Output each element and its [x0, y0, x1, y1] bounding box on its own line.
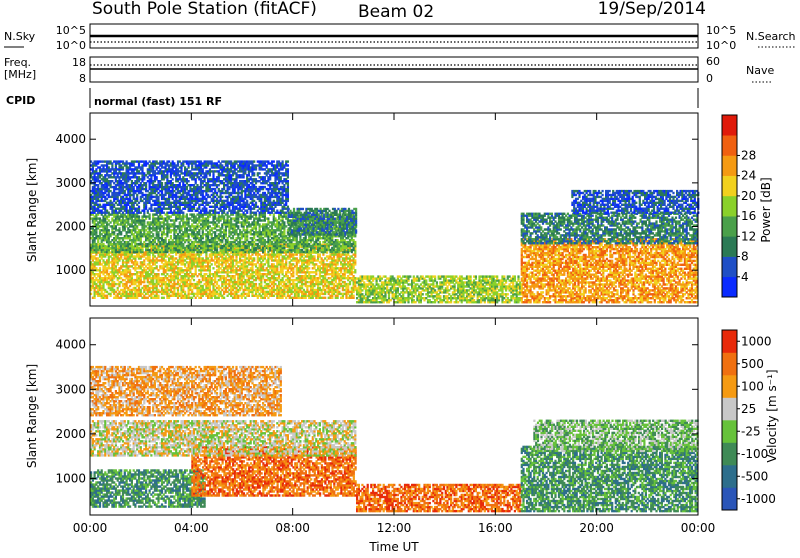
nsky-tick-top: 10^5	[56, 24, 86, 37]
data-cell	[161, 247, 163, 249]
data-cell	[308, 267, 310, 269]
data-cell	[163, 297, 165, 299]
data-cell	[237, 225, 239, 227]
data-cell	[285, 225, 287, 227]
power-data-cells	[90, 160, 699, 303]
freq-unit: [MHz]	[4, 68, 36, 81]
nsky-label: N.Sky	[4, 30, 36, 43]
beam-label: Beam 02	[358, 2, 434, 22]
data-cell	[354, 269, 356, 271]
data-cell	[193, 279, 195, 281]
data-cell	[184, 291, 186, 293]
data-cell	[170, 235, 172, 237]
freq-tick-bottom: 8	[79, 72, 86, 85]
data-cell	[157, 295, 159, 297]
data-cell	[267, 217, 269, 219]
data-cell	[156, 265, 158, 267]
data-cell	[253, 257, 255, 259]
data-cell	[223, 297, 225, 299]
data-cell	[255, 283, 257, 285]
data-cell	[313, 255, 315, 257]
data-cell	[283, 247, 285, 249]
nsearch-label: N.Search	[746, 30, 796, 43]
nsky-tick-bottom: 10^0	[56, 39, 86, 52]
data-cell	[99, 267, 101, 269]
data-cell	[319, 241, 321, 243]
data-cell	[313, 247, 315, 249]
data-cell	[212, 267, 214, 269]
noise-strip: N.Sky 10^5 10^0 10^5 10^0 N.Search	[4, 24, 796, 52]
freq-tick-top: 18	[72, 56, 86, 69]
data-cell	[257, 251, 259, 253]
nave-tick-bottom: 0	[706, 72, 713, 85]
nave-tick-top: 60	[706, 55, 720, 68]
data-cell	[319, 253, 321, 255]
data-cell	[354, 259, 356, 261]
data-cell	[138, 215, 140, 217]
data-cell	[211, 263, 213, 265]
plot-title: South Pole Station (fitACF)	[92, 0, 317, 19]
data-cell	[186, 213, 188, 215]
data-cell	[136, 261, 138, 263]
nsearch-tick-top: 10^5	[706, 24, 736, 37]
nave-label: Nave	[746, 64, 774, 77]
data-cell	[149, 249, 151, 251]
data-cell	[157, 273, 159, 275]
data-cell	[108, 229, 110, 231]
data-cell	[283, 221, 285, 223]
freq-strip: Freq. [MHz] 18 8 60 0 Nave	[4, 55, 774, 85]
nsearch-tick-bottom: 10^0	[706, 39, 736, 52]
data-cell	[353, 295, 355, 297]
data-cell	[118, 227, 120, 229]
data-cell	[129, 269, 131, 271]
data-cell	[324, 297, 326, 299]
data-cell	[152, 233, 154, 235]
data-cell	[141, 249, 143, 251]
date-label: 19/Sep/2014	[598, 0, 706, 19]
cpid-strip: CPID normal (fast) 151 RF	[6, 88, 698, 108]
cpid-label: CPID	[6, 94, 35, 107]
cpid-text: normal (fast) 151 RF	[94, 95, 222, 108]
